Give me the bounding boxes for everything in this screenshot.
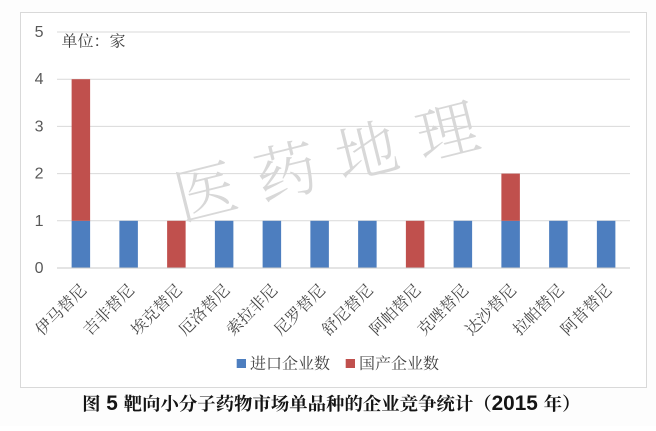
svg-text:4: 4 [35,71,44,88]
svg-text:1: 1 [35,213,44,230]
svg-text:3: 3 [35,118,44,135]
svg-text:5: 5 [35,24,44,41]
svg-text:5: 5 [106,392,118,415]
svg-text:2: 2 [35,166,44,183]
svg-text:2015: 2015 [492,392,538,415]
svg-text:0: 0 [35,260,44,277]
